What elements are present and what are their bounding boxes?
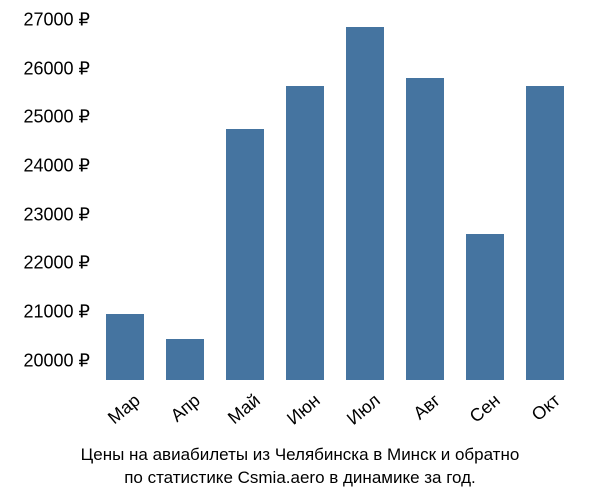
y-tick-label: 25000 ₽ [23, 107, 90, 128]
x-tick-label: Май [224, 390, 265, 429]
y-tick-label: 27000 ₽ [23, 10, 90, 31]
y-tick-label: 24000 ₽ [23, 155, 90, 176]
x-tick-label: Окт [528, 390, 565, 426]
bar [466, 234, 504, 380]
x-tick-label: Авг [409, 390, 444, 424]
x-tick-label: Июл [343, 390, 384, 430]
bar [286, 86, 324, 380]
bar [106, 314, 144, 380]
bar [406, 78, 444, 380]
x-tick-label: Апр [167, 390, 205, 427]
y-tick-label: 26000 ₽ [23, 58, 90, 79]
bar [226, 129, 264, 380]
y-tick-label: 20000 ₽ [23, 350, 90, 371]
bars-group [95, 20, 575, 380]
y-tick-label: 23000 ₽ [23, 204, 90, 225]
plot-area [95, 20, 575, 380]
x-tick-label: Июн [283, 390, 324, 429]
x-tick-label: Мар [104, 390, 144, 429]
y-tick-label: 22000 ₽ [23, 253, 90, 274]
caption-line-1: Цены на авиабилеты из Челябинска в Минск… [81, 445, 520, 464]
bar [526, 86, 564, 380]
caption-line-2: по статистике Csmia.aero в динамике за г… [124, 468, 476, 487]
y-tick-label: 21000 ₽ [23, 301, 90, 322]
bar [166, 339, 204, 380]
chart-container: 20000 ₽ 21000 ₽ 22000 ₽ 23000 ₽ 24000 ₽ 25000… [0, 0, 600, 500]
x-tick-label: Сен [466, 390, 505, 427]
bar [346, 27, 384, 380]
chart-caption: Цены на авиабилеты из Челябинска в Минск… [0, 444, 600, 490]
